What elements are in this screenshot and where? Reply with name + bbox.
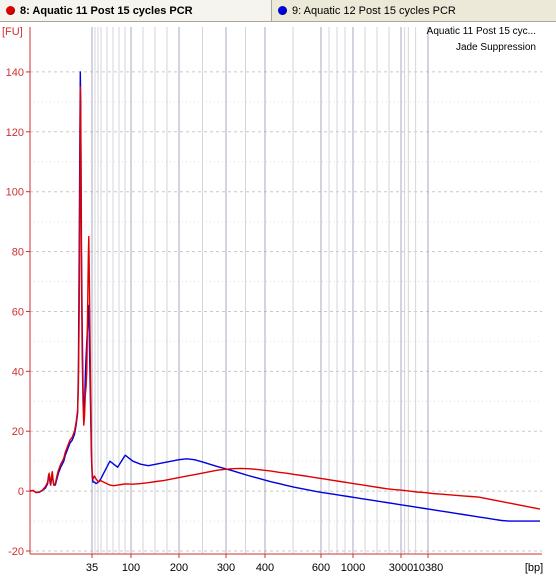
series-line-sample-9 bbox=[29, 71, 540, 522]
y-tick-label: 100 bbox=[6, 187, 24, 199]
sample-tab-bar: 8: Aquatic 11 Post 15 cycles PCR 9: Aqua… bbox=[0, 0, 556, 22]
y-axis-label: [FU] bbox=[2, 26, 23, 38]
tab-sample-9[interactable]: 9: Aquatic 12 Post 15 cycles PCR bbox=[272, 0, 556, 21]
x-tick-label: 400 bbox=[256, 562, 274, 574]
y-tick-label: 140 bbox=[6, 67, 24, 79]
grid-lines bbox=[30, 27, 542, 554]
axes bbox=[29, 27, 542, 555]
y-tick-label: 120 bbox=[6, 127, 24, 139]
x-tick-label: 10380 bbox=[413, 562, 444, 574]
x-tick-label: 300 bbox=[217, 562, 235, 574]
tab-sample-8-label: 8: Aquatic 11 Post 15 cycles PCR bbox=[20, 4, 193, 17]
legend: Aquatic 11 Post 15 cyc... Jade Suppressi… bbox=[427, 24, 536, 56]
y-tick-label: 80 bbox=[12, 247, 24, 259]
x-tick-label: 35 bbox=[86, 562, 98, 574]
red-dot-icon bbox=[6, 6, 15, 15]
y-tick-label: 40 bbox=[12, 366, 24, 378]
y-tick-label: 0 bbox=[18, 486, 24, 498]
x-tick-label: 200 bbox=[170, 562, 188, 574]
x-tick-label: 3000 bbox=[389, 562, 413, 574]
x-tick-label: 100 bbox=[122, 562, 140, 574]
tab-sample-8[interactable]: 8: Aquatic 11 Post 15 cycles PCR bbox=[0, 0, 272, 21]
y-tick-label: 20 bbox=[12, 426, 24, 438]
legend-line-2: Jade Suppression bbox=[455, 42, 536, 53]
y-axis-ticks: -20 0 20 40 60 80 100 120 140 bbox=[6, 67, 30, 558]
x-tick-label: 1000 bbox=[341, 562, 365, 574]
series-line-sample-8 bbox=[29, 86, 541, 510]
y-tick-label: 60 bbox=[12, 306, 24, 318]
legend-line-1: Aquatic 11 Post 15 cyc... bbox=[426, 26, 536, 37]
electropherogram-plot: -20 0 20 40 60 80 100 120 140 35 100 200 300 400 600 1… bbox=[2, 26, 543, 574]
blue-dot-icon bbox=[278, 6, 287, 15]
tab-sample-9-label: 9: Aquatic 12 Post 15 cycles PCR bbox=[292, 4, 456, 17]
y-tick-label: -20 bbox=[8, 546, 24, 558]
x-tick-label: 600 bbox=[312, 562, 330, 574]
x-axis-label: [bp] bbox=[525, 562, 543, 574]
series-group bbox=[29, 71, 541, 522]
x-axis-ticks: 35 100 200 300 400 600 1000 3000 10380 bbox=[86, 554, 443, 574]
